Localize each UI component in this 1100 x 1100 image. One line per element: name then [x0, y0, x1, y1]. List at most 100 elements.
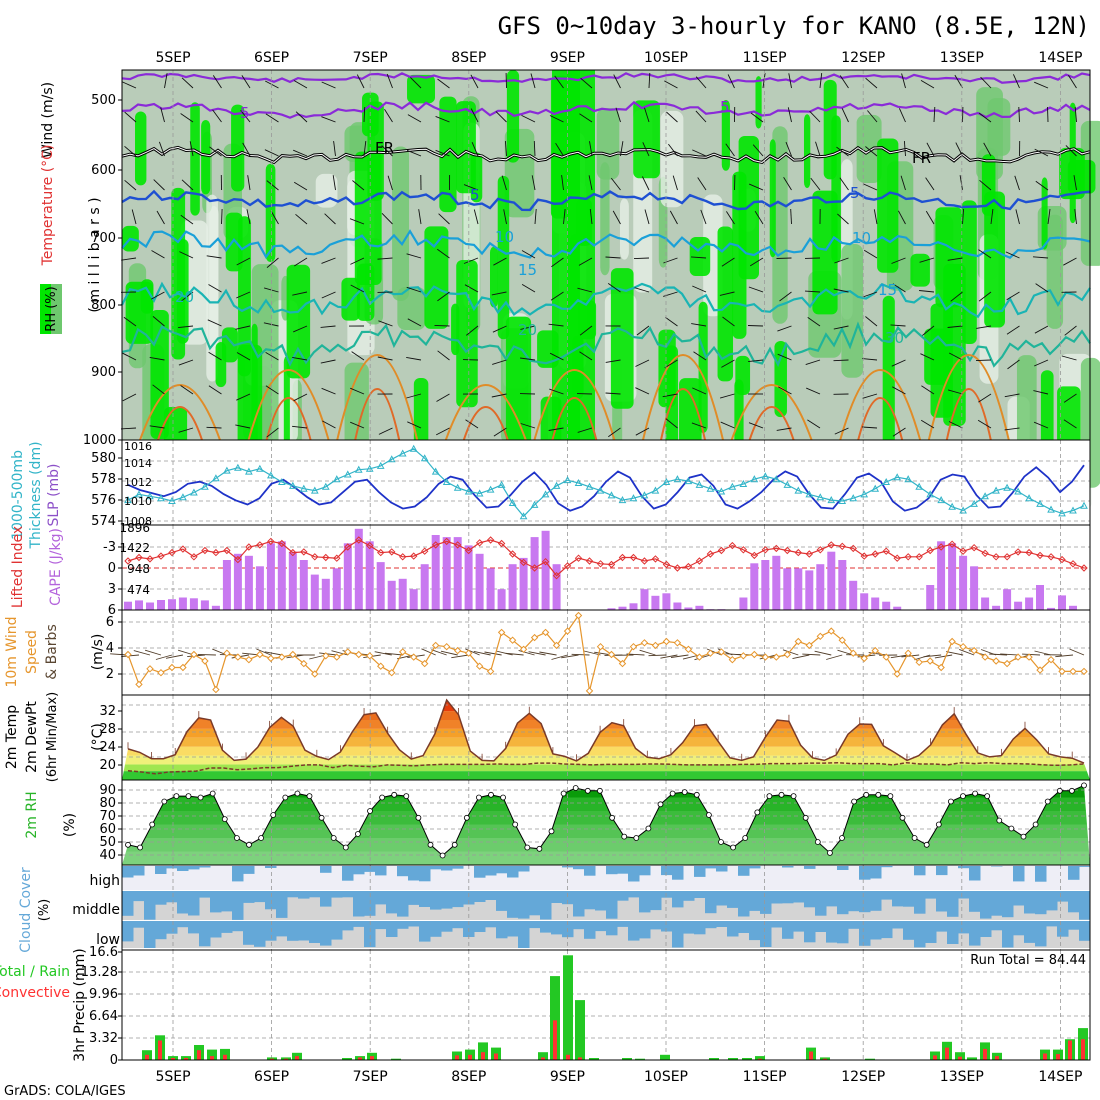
rh2m-point [948, 798, 954, 805]
cloud-bar [485, 891, 497, 900]
wind-speed-point [926, 657, 934, 665]
wind-barb [521, 250, 536, 259]
wind-barb [779, 291, 792, 302]
rh2m-tick-label: 60 [99, 822, 116, 837]
wind-barb [748, 359, 764, 363]
cloud-bar [452, 891, 464, 908]
wind-speed-point [497, 628, 506, 637]
slp-point [684, 477, 693, 485]
cape-bar [519, 557, 528, 610]
cloud-bar [518, 891, 530, 919]
cloud-bar [639, 921, 651, 939]
cloud-bar [430, 921, 442, 937]
wind-barb [491, 291, 507, 296]
precip-convective-bar [983, 1048, 987, 1060]
wind-barb [292, 356, 308, 361]
wind-ylabel-2: Speed [24, 630, 40, 674]
cape-bar [695, 605, 704, 610]
wind-barb [407, 421, 422, 429]
wind-barb [406, 356, 422, 361]
slp-point [651, 486, 660, 494]
wind-speed-point [981, 653, 989, 661]
wind-speed-point [959, 642, 967, 651]
wind-barb [122, 81, 137, 89]
cloud-bar [705, 891, 717, 914]
wind-barb [919, 290, 935, 293]
cloud-bar [254, 891, 266, 903]
wind-barb-10m [946, 651, 964, 656]
lifted-index-point [1058, 555, 1066, 564]
rh2m-point [839, 835, 845, 841]
wind-barb-10m [782, 649, 799, 656]
wind-speed-point [849, 649, 857, 657]
precip-convective-bar [223, 1054, 227, 1060]
lifted-index-point [333, 554, 341, 562]
wind-barb [962, 208, 965, 225]
slp-tick-label: 1014 [124, 457, 152, 470]
wind-barb [605, 359, 621, 363]
rh2m-point [403, 793, 410, 799]
precip-convective-bar [370, 1056, 374, 1060]
lifted-index-line [127, 539, 1085, 577]
wind-barb [1034, 359, 1049, 367]
slp-point [288, 481, 297, 489]
rh2m-point [125, 841, 131, 848]
wind-barb [463, 257, 479, 264]
lifted-index-point [541, 557, 550, 566]
slp-point [453, 483, 462, 491]
wind-barb [833, 325, 849, 330]
wind-barb [1015, 209, 1020, 225]
cape-bar [948, 543, 957, 610]
wind-barb [727, 74, 735, 89]
precip-convective-bar [455, 1055, 459, 1060]
date-label-top: 8SEP [451, 50, 486, 66]
contour-label: 5 [850, 184, 860, 202]
cloud-bar [1079, 891, 1091, 920]
wind-barb [668, 143, 678, 157]
slp-point [212, 474, 220, 482]
wind-barb [750, 112, 764, 123]
wind-speed-point [223, 649, 231, 657]
slp-point [552, 481, 561, 489]
rh-shade-patch [596, 108, 620, 180]
precip-total-bar [563, 955, 573, 1060]
precip-tick-label: 16.6 [89, 945, 118, 960]
wind-barb [123, 316, 137, 327]
wind-speed-point [816, 632, 824, 641]
cloud-bar [331, 921, 343, 940]
rh2m-point [548, 828, 555, 835]
wind-barb-10m [626, 653, 645, 656]
slp-point [607, 491, 616, 499]
lifted-index-point [223, 546, 231, 555]
wind-barb [152, 316, 165, 327]
cape-bar [475, 553, 484, 611]
temp-band [122, 728, 1090, 738]
wind-speed-point [596, 642, 605, 651]
contour-label: 5 [720, 98, 730, 116]
cloud-bar [969, 921, 981, 946]
cloud-bar [694, 921, 706, 935]
wind-barb [293, 325, 308, 333]
precip-convective-bar [1068, 1040, 1072, 1060]
cloud-bar [265, 891, 277, 910]
wind-barb [836, 146, 849, 157]
wind-speed-point [750, 650, 759, 659]
thickness-slp-panel: 580578576574101610141012101010081000-500… [10, 439, 1091, 550]
temp-contour-25 [533, 369, 616, 441]
cloud-bar [155, 891, 167, 905]
rh2m-point [1020, 833, 1027, 840]
wind-barb [189, 141, 194, 157]
rh2m-point [609, 814, 615, 821]
wind-speed-point [1036, 666, 1044, 674]
cloud-bar [408, 891, 420, 905]
rh-high-patch [407, 74, 436, 104]
wind-barb [208, 385, 222, 395]
wind-barb [978, 112, 992, 123]
rh2m-point [863, 791, 870, 798]
lifted-index-point [574, 554, 583, 562]
slp-point [387, 455, 396, 463]
lifted-index-point [750, 551, 759, 560]
panel-bg [122, 950, 1090, 1060]
slp-ylabel: SLP (mb) [46, 463, 62, 526]
precip-total-bar [742, 1058, 752, 1060]
